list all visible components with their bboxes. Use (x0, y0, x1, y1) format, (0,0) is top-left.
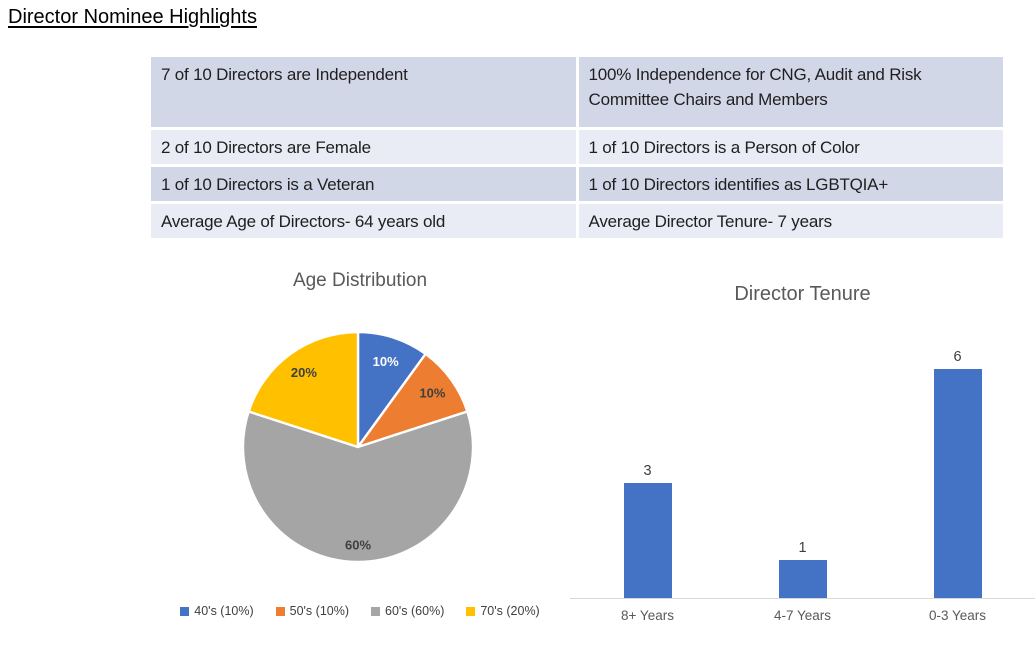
bar-value-label: 1 (798, 540, 807, 556)
bar-value-label: 6 (953, 349, 962, 365)
bar-value-label: 3 (643, 463, 652, 479)
legend-item: 40's (10%) (180, 604, 254, 618)
legend-item: 50's (10%) (275, 604, 349, 618)
pie-slice-label: 10% (419, 385, 445, 400)
table-cell: Average Director Tenure- 7 years (578, 204, 1003, 238)
age-distribution-pie-chart: 10% 10% 60% 20% (241, 330, 475, 564)
bar-category-label: 0-3 Years (928, 608, 987, 623)
pie-slice-label: 10% (373, 354, 399, 369)
table-cell: 2 of 10 Directors are Female (151, 130, 576, 164)
legend-label: 40's (10%) (194, 604, 254, 618)
page-title: Director Nominee Highlights (8, 6, 257, 28)
table-row: 7 of 10 Directors are Independent 100% I… (151, 57, 1003, 127)
bar (778, 560, 827, 598)
table-row: Average Age of Directors- 64 years old A… (151, 204, 1003, 238)
legend-item: 70's (20%) (466, 604, 540, 618)
bar (933, 369, 982, 598)
director-tenure-bar-chart: 3 1 6 (570, 349, 1035, 599)
pie-slice (241, 410, 475, 564)
pie-chart-legend: 40's (10%) 50's (10%) 60's (60%) 70's (20%) (120, 604, 600, 618)
highlights-table: 7 of 10 Directors are Independent 100% I… (148, 54, 1006, 241)
bar (623, 483, 672, 598)
pie-chart-title: Age Distribution (292, 270, 428, 291)
bar-chart-category-axis: 8+ Years 4-7 Years 0-3 Years (570, 608, 1035, 623)
legend-label: 50's (10%) (289, 604, 349, 618)
legend-label: 60's (60%) (385, 604, 445, 618)
pie-slice-label: 60% (345, 537, 371, 552)
pie-slice (356, 330, 427, 449)
table-cell: 100% Independence for CNG, Audit and Ris… (578, 57, 1003, 127)
legend-swatch-icon (275, 606, 285, 616)
legend-swatch-icon (371, 606, 380, 616)
table-cell: 1 of 10 Directors is a Person of Color (578, 130, 1003, 164)
pie-slice-label: 20% (291, 365, 317, 380)
legend-swatch-icon (466, 606, 476, 616)
table-cell: 1 of 10 Directors is a Veteran (151, 167, 576, 201)
bar-chart-title: Director Tenure (734, 283, 871, 305)
bar-slot: 3 (623, 463, 672, 598)
pie-slice (356, 352, 469, 449)
table-cell: 1 of 10 Directors identifies as LGBTQIA+ (578, 167, 1003, 201)
legend-label: 70's (20%) (480, 604, 540, 618)
pie-slice (247, 330, 360, 449)
table-row: 1 of 10 Directors is a Veteran 1 of 10 D… (151, 167, 1003, 201)
legend-swatch-icon (180, 606, 190, 616)
bar-category-label: 8+ Years (621, 608, 674, 623)
table-cell: Average Age of Directors- 64 years old (151, 204, 576, 238)
table-row: 2 of 10 Directors are Female 1 of 10 Dir… (151, 130, 1003, 164)
bar-category-label: 4-7 Years (773, 608, 832, 623)
table-cell: 7 of 10 Directors are Independent (151, 57, 576, 127)
bar-slot: 6 (933, 349, 982, 598)
bar-slot: 1 (778, 540, 827, 598)
legend-item: 60's (60%) (371, 604, 444, 618)
